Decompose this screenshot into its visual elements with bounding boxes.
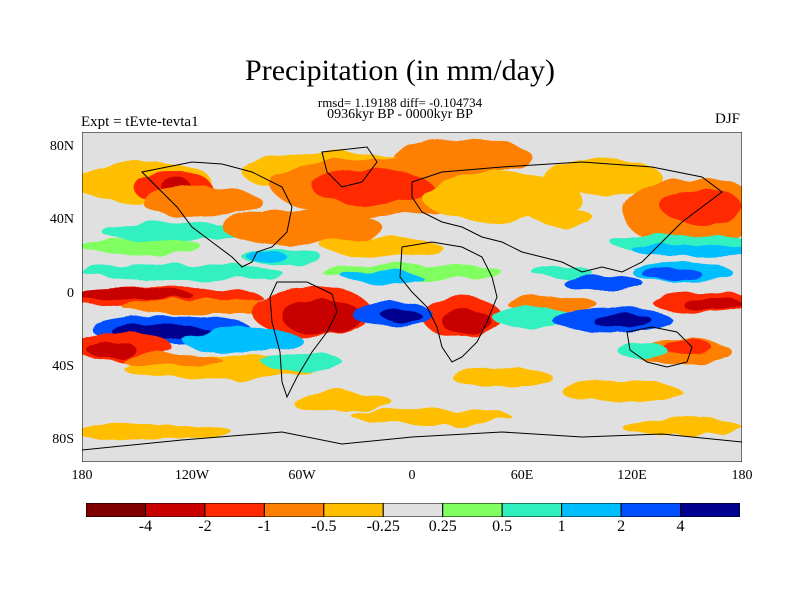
colorbar-label: 0.5 xyxy=(492,518,513,535)
colorbar-label: 0.25 xyxy=(428,518,457,535)
colorbar-swatch xyxy=(561,502,622,518)
lon-tick: 120W xyxy=(174,468,210,483)
lon-tick: 120E xyxy=(617,468,647,483)
lat-tick: 80N xyxy=(49,139,74,154)
period-subtitle: 0936kyr BP - 0000kyr BP xyxy=(327,107,473,122)
season-label: DJF xyxy=(714,111,740,127)
lat-tick: 0 xyxy=(67,286,74,301)
precipitation-map xyxy=(81,131,743,463)
colorbar xyxy=(85,502,741,522)
colorbar-label: -4 xyxy=(138,518,153,535)
colorbar-swatch xyxy=(382,502,444,518)
colorbar-swatch xyxy=(620,502,682,518)
colorbar-swatch xyxy=(263,502,325,518)
colorbar-label: -0.25 xyxy=(366,518,400,535)
lon-tick: 0 xyxy=(408,468,416,483)
colorbar-swatch xyxy=(323,502,384,518)
colorbar-label: 1 xyxy=(557,518,566,535)
colorbar-swatch xyxy=(144,502,206,518)
colorbar-label: -0.5 xyxy=(311,518,337,535)
lat-tick: 40N xyxy=(49,212,74,227)
lon-tick: 180 xyxy=(71,468,93,483)
chart-title: Precipitation (in mm/day) xyxy=(245,54,555,87)
lon-tick: 60E xyxy=(510,468,534,483)
experiment-label: Expt = tEvte-tevta1 xyxy=(81,114,199,130)
lat-tick: 40S xyxy=(52,359,74,374)
colorbar-swatch xyxy=(85,502,146,518)
colorbar-label: -1 xyxy=(257,518,272,535)
colorbar-label: 2 xyxy=(617,518,626,535)
colorbar-label: 4 xyxy=(676,518,685,535)
colorbar-swatch xyxy=(680,502,741,518)
colorbar-swatch xyxy=(501,502,563,518)
lat-tick: 80S xyxy=(52,432,74,447)
lon-tick: 180 xyxy=(731,468,753,483)
stats-subtitle: rmsd= 1.19188 diff= -0.104734 xyxy=(317,95,483,110)
coastlines xyxy=(81,146,743,451)
lon-tick: 60W xyxy=(288,468,316,483)
colorbar-label: -2 xyxy=(198,518,212,535)
colorbar-swatch xyxy=(442,502,503,518)
colorbar-swatch xyxy=(204,502,265,518)
